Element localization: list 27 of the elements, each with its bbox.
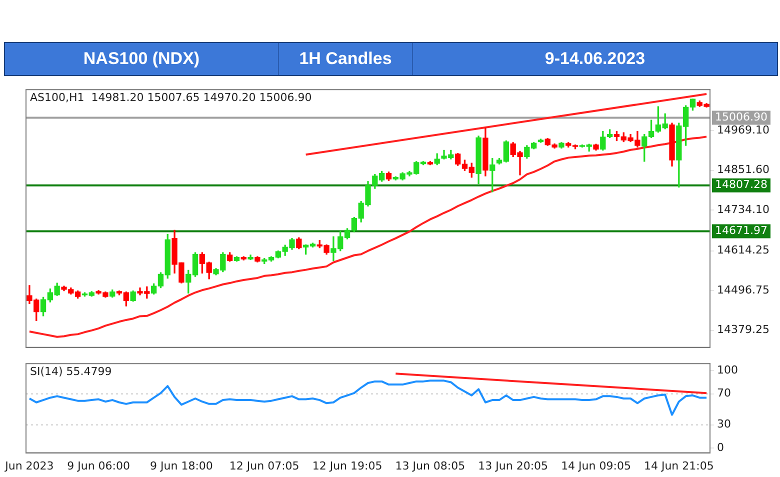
- chart-subtitle: 1H Candles: [279, 43, 413, 75]
- annotation: AS100,H1 14981.20 15007.65 14970.20 15006.90: [30, 90, 312, 104]
- x-tick-label: 9 Jun 06:00: [67, 459, 130, 472]
- y-tick-label: 0: [717, 441, 724, 454]
- x-tick-label: 13 Jun 08:05: [395, 459, 466, 472]
- ref-line-label: 14807.28: [715, 178, 768, 192]
- y-tick-label: 30: [717, 418, 731, 431]
- x-tick-label: Jun 2023: [4, 459, 54, 472]
- y-tick-label: 14614.25: [717, 244, 770, 257]
- x-tick-label: 12 Jun 07:05: [229, 459, 300, 472]
- chart-title: NAS100 (NDX): [5, 43, 279, 75]
- y-tick-label: 14379.25: [717, 323, 770, 336]
- y-tick-label: 14851.60: [717, 163, 770, 176]
- y-tick-label: 70: [717, 386, 731, 400]
- x-tick-label: 14 Jun 09:05: [561, 459, 631, 472]
- x-tick-label: 9 Jun 18:00: [150, 459, 213, 472]
- annotation: SI(14) 55.4799: [30, 364, 112, 378]
- text: 9-14.06.2023: [544, 48, 646, 70]
- x-tick-label: 12 Jun 19:05: [312, 459, 382, 472]
- y-tick-label: 14969.10: [717, 123, 770, 136]
- y-tick-label: 14496.75: [717, 283, 770, 296]
- x-tick-label: 13 Jun 20:05: [478, 459, 548, 472]
- y-tick-label: 100: [717, 363, 738, 376]
- x-tick-label: 14 Jun 21:05: [644, 459, 714, 472]
- ref-line-label: 14671.97: [715, 224, 768, 238]
- ref-line-label: 15006.90: [715, 110, 768, 124]
- y-tick-label: 14734.10: [717, 203, 770, 216]
